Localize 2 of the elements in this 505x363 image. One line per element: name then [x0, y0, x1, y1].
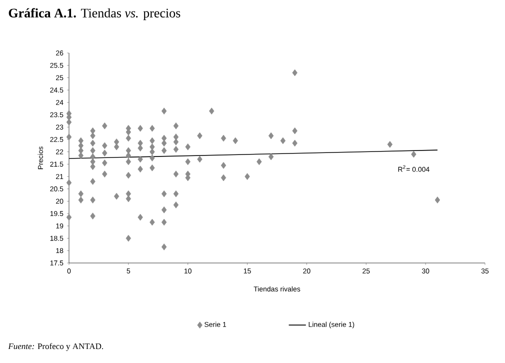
chart-title: Gráfica A.1. Tiendas vs. precios — [8, 8, 180, 20]
text: Fuente: Profeco y ANTAD. — [8, 343, 104, 351]
